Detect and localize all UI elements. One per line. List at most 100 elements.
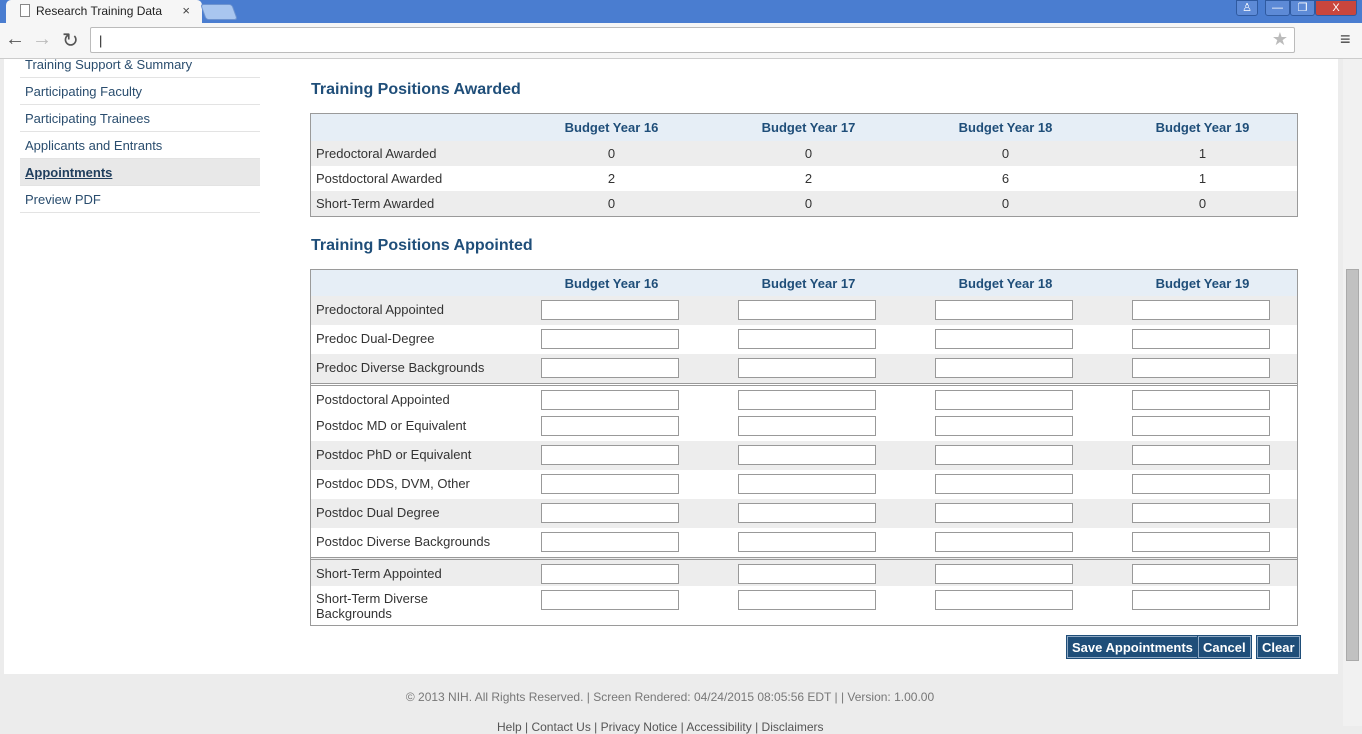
budget-year-17-input[interactable] [738, 590, 876, 610]
budget-year-18-input[interactable] [935, 300, 1073, 320]
table-header: Budget Year 16 Budget Year 17 Budget Year … [311, 270, 1297, 296]
column-header: Budget Year 16 [564, 276, 659, 291]
table-row: Postdoc Dual Degree [311, 499, 1297, 528]
budget-year-17-input[interactable] [738, 503, 876, 523]
budget-year-18-input[interactable] [935, 503, 1073, 523]
budget-year-18-input[interactable] [935, 564, 1073, 584]
budget-year-19-input[interactable] [1132, 300, 1270, 320]
budget-year-16-input[interactable] [541, 564, 679, 584]
budget-year-18-input[interactable] [935, 474, 1073, 494]
row-label: Short-Term Appointed [316, 566, 442, 581]
sidebar-item-appointments[interactable]: Appointments [20, 159, 260, 186]
budget-year-18-input[interactable] [935, 532, 1073, 552]
budget-year-16-input[interactable] [541, 445, 679, 465]
close-tab-icon[interactable]: × [182, 3, 190, 18]
forward-icon[interactable]: → [32, 28, 52, 50]
maximize-button[interactable]: ❐ [1290, 0, 1315, 16]
back-icon[interactable]: ← [5, 28, 25, 50]
budget-year-16-input[interactable] [541, 532, 679, 552]
awarded-table: Budget Year 16 Budget Year 17 Budget Year … [310, 113, 1298, 217]
budget-year-17-input[interactable] [738, 532, 876, 552]
budget-year-17-input[interactable] [738, 564, 876, 584]
budget-year-16-input[interactable] [541, 416, 679, 436]
appointed-title: Training Positions Appointed [311, 237, 533, 254]
sidebar-item-preview-pdf[interactable]: Preview PDF [20, 186, 260, 213]
row-label: Postdoctoral Awarded [316, 171, 443, 186]
budget-year-16-input[interactable] [541, 300, 679, 320]
value-cell: 2 [804, 171, 813, 186]
sidebar-item-training-support-summary[interactable]: Training Support & Summary [20, 51, 260, 78]
awarded-title: Training Positions Awarded [311, 81, 521, 98]
save-appointments-button[interactable]: Save Appointments [1066, 635, 1199, 659]
budget-year-17-input[interactable] [738, 329, 876, 349]
budget-year-18-input[interactable] [935, 590, 1073, 610]
budget-year-18-input[interactable] [935, 445, 1073, 465]
sidebar: Training Support & Summary Participating … [20, 51, 260, 213]
budget-year-19-input[interactable] [1132, 416, 1270, 436]
budget-year-19-input[interactable] [1132, 474, 1270, 494]
budget-year-16-input[interactable] [541, 329, 679, 349]
budget-year-17-input[interactable] [738, 300, 876, 320]
budget-year-19-input[interactable] [1132, 532, 1270, 552]
budget-year-18-input[interactable] [935, 329, 1073, 349]
table-row: Predoc Dual-Degree [311, 325, 1297, 354]
value-cell: 2 [607, 171, 616, 186]
budget-year-19-input[interactable] [1132, 329, 1270, 349]
table-row: Short-Term Diverse Backgrounds [311, 586, 1297, 625]
budget-year-16-input[interactable] [541, 390, 679, 410]
budget-year-16-input[interactable] [541, 474, 679, 494]
budget-year-17-input[interactable] [738, 358, 876, 378]
tab-title: Research Training Data [36, 4, 163, 18]
sidebar-item-participating-faculty[interactable]: Participating Faculty [20, 78, 260, 105]
close-window-button[interactable]: X [1315, 0, 1357, 16]
row-label: Predoc Dual-Degree [316, 331, 435, 346]
table-row: Predoctoral Appointed [311, 296, 1297, 325]
footer-links[interactable]: Help | Contact Us | Privacy Notice | Acc… [497, 720, 824, 734]
table-row: Postdoc Diverse Backgrounds [311, 528, 1297, 557]
budget-year-18-input[interactable] [935, 390, 1073, 410]
table-row: Postdoctoral Awarded 2 2 6 1 [311, 166, 1297, 191]
budget-year-17-input[interactable] [738, 390, 876, 410]
scrollbar[interactable] [1343, 59, 1362, 726]
table-row: Postdoc MD or Equivalent [311, 412, 1297, 441]
budget-year-17-input[interactable] [738, 416, 876, 436]
page-content: Training Support & Summary Participating … [4, 57, 1338, 674]
sidebar-item-participating-trainees[interactable]: Participating Trainees [20, 105, 260, 132]
scrollbar-thumb[interactable] [1346, 269, 1359, 661]
minimize-button[interactable]: — [1265, 0, 1290, 16]
column-header: Budget Year 18 [958, 120, 1053, 135]
table-row: Short-Term Appointed [311, 557, 1297, 586]
row-label: Predoc Diverse Backgrounds [316, 360, 485, 375]
sidebar-item-applicants-and-entrants[interactable]: Applicants and Entrants [20, 132, 260, 159]
budget-year-19-input[interactable] [1132, 445, 1270, 465]
address-bar[interactable]: | ★ [90, 27, 1295, 53]
cancel-button[interactable]: Cancel [1197, 635, 1252, 659]
value-cell: 0 [607, 196, 616, 211]
budget-year-17-input[interactable] [738, 445, 876, 465]
new-tab-button[interactable] [200, 4, 238, 20]
row-label: Predoctoral Awarded [316, 146, 437, 161]
budget-year-18-input[interactable] [935, 358, 1073, 378]
budget-year-16-input[interactable] [541, 358, 679, 378]
budget-year-19-input[interactable] [1132, 590, 1270, 610]
profile-button[interactable]: ♙ [1236, 0, 1258, 16]
budget-year-18-input[interactable] [935, 416, 1073, 436]
browser-tab[interactable]: Research Training Data × [6, 0, 202, 23]
table-header: Budget Year 16 Budget Year 17 Budget Year … [311, 114, 1297, 141]
clear-button[interactable]: Clear [1256, 635, 1301, 659]
row-label: Short-Term Awarded [316, 196, 435, 211]
appointed-table: Budget Year 16 Budget Year 17 Budget Year … [310, 269, 1298, 626]
menu-icon[interactable]: ≡ [1340, 29, 1351, 49]
budget-year-16-input[interactable] [541, 590, 679, 610]
budget-year-17-input[interactable] [738, 474, 876, 494]
budget-year-19-input[interactable] [1132, 503, 1270, 523]
row-label: Postdoc DDS, DVM, Other [316, 476, 470, 491]
budget-year-19-input[interactable] [1132, 358, 1270, 378]
table-row: Postdoctoral Appointed [311, 383, 1297, 412]
table-row: Postdoc DDS, DVM, Other [311, 470, 1297, 499]
reload-icon[interactable]: ↻ [62, 30, 79, 52]
budget-year-19-input[interactable] [1132, 564, 1270, 584]
budget-year-16-input[interactable] [541, 503, 679, 523]
budget-year-19-input[interactable] [1132, 390, 1270, 410]
star-icon[interactable]: ★ [1271, 29, 1288, 49]
